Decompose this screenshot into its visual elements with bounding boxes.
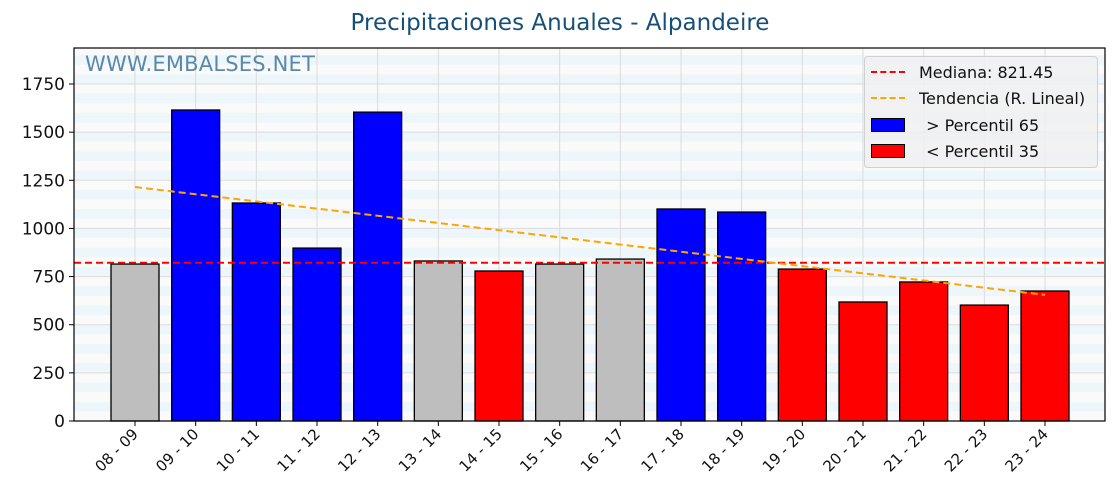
chart-legend: Mediana: 821.45 Tendencia (R. Lineal) > … (864, 56, 1098, 168)
y-tick-label: 0 (54, 412, 65, 432)
y-tick-label: 1250 (22, 171, 65, 191)
x-tick-label: 22 - 23 (941, 425, 991, 475)
background-band (74, 55, 1105, 65)
x-tick-label: 10 - 11 (213, 425, 263, 475)
background-band (74, 401, 1105, 412)
background-band (74, 93, 1105, 104)
dashed-line-icon (871, 97, 905, 99)
x-tick-label: 20 - 21 (820, 425, 870, 475)
x-tick-label: 17 - 18 (638, 425, 688, 475)
legend-label: > Percentil 65 (921, 115, 1040, 135)
bar-18-19 (717, 211, 767, 422)
background-band (74, 382, 1105, 393)
background-band (74, 363, 1105, 373)
background-band (74, 132, 1105, 142)
background-band (74, 189, 1105, 200)
legend-label: Mediana: 821.45 (919, 62, 1054, 82)
x-tick-label: 16 - 17 (577, 425, 627, 475)
x-tick-label: 12 - 13 (334, 425, 384, 475)
x-tick-label: 08 - 09 (92, 425, 142, 475)
y-tick-label: 500 (33, 316, 65, 336)
x-tick-label: 19 - 20 (759, 425, 809, 475)
x-tick-label: 23 - 24 (1002, 425, 1052, 475)
chart-title: Precipitaciones Anuales - Alpandeire (350, 10, 770, 36)
background-band (74, 324, 1105, 335)
x-tick-label: 13 - 14 (395, 425, 445, 475)
background-band (74, 228, 1105, 239)
bar-16-17 (595, 258, 645, 422)
y-tick-label: 1000 (22, 219, 65, 239)
dashed-line-icon (871, 71, 905, 73)
legend-label: < Percentil 35 (921, 141, 1040, 161)
watermark: WWW.EMBALSES.NET (85, 52, 316, 76)
bar-12-13 (353, 111, 403, 422)
background-band (74, 209, 1105, 219)
x-tick-label: 09 - 10 (152, 425, 202, 475)
bar-09-10 (171, 109, 221, 422)
legend-item-above-p65: > Percentil 65 (865, 112, 1039, 138)
x-tick-label: 15 - 16 (516, 425, 566, 475)
x-tick-label: 18 - 19 (698, 425, 748, 475)
y-tick-label: 1750 (22, 75, 65, 95)
bar-08-09 (110, 263, 160, 422)
background-band (74, 305, 1105, 316)
legend-item-below-p35: < Percentil 35 (865, 138, 1039, 164)
legend-label: Tendencia (R. Lineal) (919, 88, 1086, 108)
legend-item-trend: Tendencia (R. Lineal) (865, 85, 1085, 111)
bar-10-11 (231, 202, 281, 422)
background-band (74, 247, 1105, 258)
background-band (74, 74, 1105, 84)
bar-22-23 (959, 304, 1009, 422)
bar-13-14 (413, 260, 463, 422)
legend-item-median: Mediana: 821.45 (865, 59, 1053, 85)
x-tick-label: 11 - 12 (274, 425, 324, 475)
background-band (74, 112, 1105, 123)
x-tick-label: 21 - 22 (880, 425, 930, 475)
bar-17-18 (656, 208, 706, 422)
plot-frame (73, 47, 1106, 422)
bar-23-24 (1020, 290, 1070, 422)
background-band (74, 343, 1105, 354)
background-band (74, 286, 1105, 296)
bar-19-20 (777, 268, 827, 422)
background-band (74, 170, 1105, 181)
color-patch-icon (871, 144, 905, 158)
bar-14-15 (474, 270, 524, 422)
y-tick-label: 750 (33, 268, 65, 288)
y-tick-label: 250 (33, 364, 65, 384)
color-patch-icon (871, 118, 905, 132)
bar-11-12 (292, 247, 342, 422)
y-tick-label: 1500 (22, 123, 65, 143)
background-band (74, 266, 1105, 277)
bar-20-21 (838, 301, 888, 422)
x-tick-label: 14 - 15 (456, 425, 506, 475)
background-band (74, 151, 1105, 162)
bar-21-22 (899, 281, 949, 422)
bar-15-16 (535, 263, 585, 422)
trend-line (134, 186, 1046, 296)
